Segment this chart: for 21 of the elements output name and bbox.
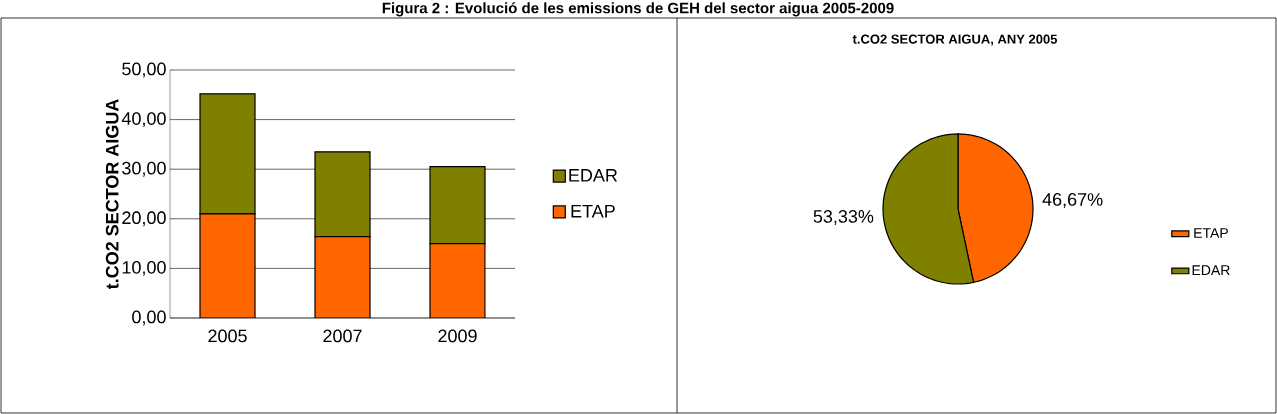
y-tick-label: 10,00 (122, 260, 166, 276)
legend-label: ETAP (571, 204, 615, 218)
y-tick-label: 0,00 (132, 310, 166, 326)
x-tick-label: 2007 (323, 329, 362, 343)
bar (199, 213, 256, 318)
data-label: 46,67% (1042, 193, 1103, 208)
x-tick-label: 2005 (208, 329, 247, 343)
x-tick-label: 2009 (438, 329, 477, 343)
bar (429, 242, 486, 318)
y-tick-label: 40,00 (121, 112, 166, 128)
chart-title: t.CO2 SECTOR AIGUA, ANY 2005 (852, 34, 1058, 46)
legend-label: EDAR (1192, 265, 1230, 275)
legend-label: EDAR (569, 169, 618, 182)
y-tick-label: 30,00 (122, 161, 166, 177)
data-label: 53,33% (813, 210, 874, 225)
y-tick-label: 50,00 (122, 62, 166, 78)
y-tick-label: 20,00 (122, 211, 166, 227)
y-axis-title: t.CO2 SECTOR AIGUA (105, 99, 119, 290)
text: Figura 2 : Evolució de les emissions de GEH del sector aigua 2005-2009 (382, 2, 894, 17)
bar (314, 236, 371, 318)
legend-label: ETAP (1194, 228, 1228, 238)
